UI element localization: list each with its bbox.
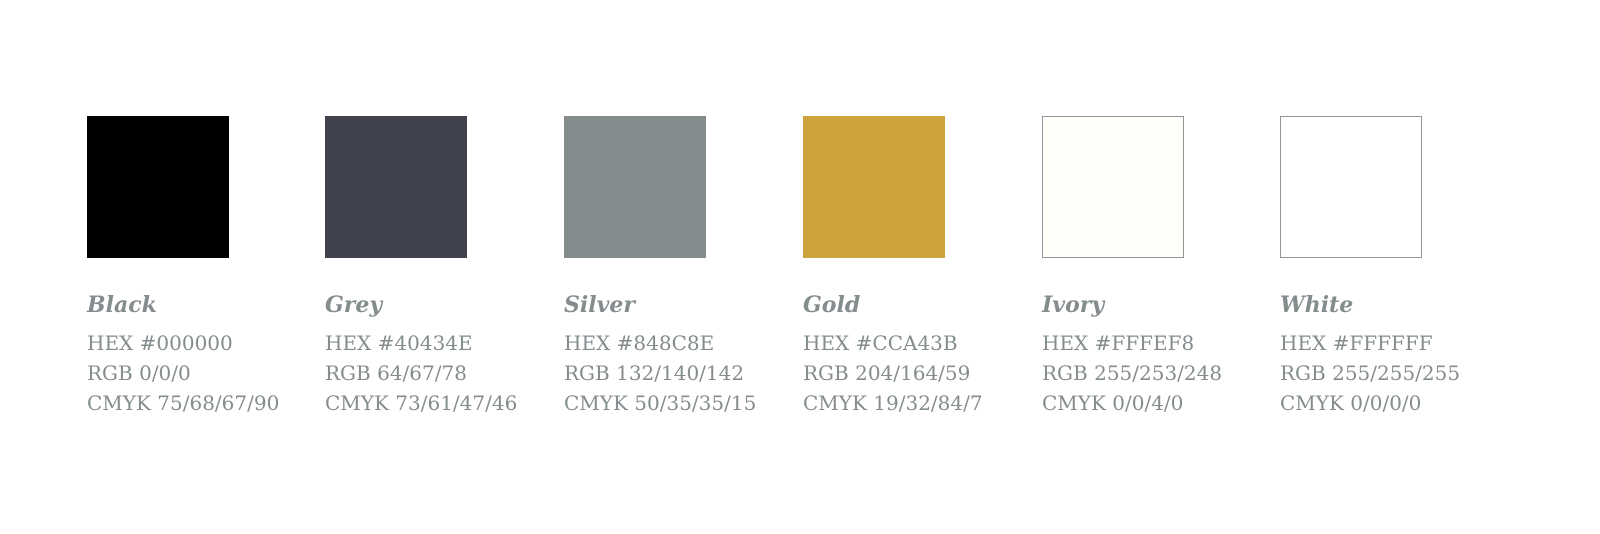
color-rgb-value: RGB 255/253/248 <box>1042 361 1223 385</box>
color-values: HEX #CCA43B RGB 204/164/59 CMYK 19/32/84… <box>803 328 1041 418</box>
color-hex-value: HEX #848C8E <box>564 331 715 355</box>
color-card-black: Black HEX #000000 RGB 0/0/0 CMYK 75/68/6… <box>87 116 325 418</box>
color-hex-value: HEX #CCA43B <box>803 331 958 355</box>
color-name: Silver <box>564 292 635 318</box>
color-values: HEX #FFFFFF RGB 255/255/255 CMYK 0/0/0/0 <box>1280 328 1518 418</box>
color-palette: Black HEX #000000 RGB 0/0/0 CMYK 75/68/6… <box>87 116 1577 436</box>
color-cmyk-value: CMYK 0/0/4/0 <box>1042 391 1184 415</box>
color-cmyk-value: CMYK 19/32/84/7 <box>803 391 983 415</box>
color-hex-value: HEX #FFFFFF <box>1280 331 1433 355</box>
color-card-white: White HEX #FFFFFF RGB 255/255/255 CMYK 0… <box>1280 116 1518 418</box>
color-name: Grey <box>325 292 383 318</box>
color-cmyk-value: CMYK 50/35/35/15 <box>564 391 757 415</box>
color-rgb-value: RGB 204/164/59 <box>803 361 971 385</box>
color-name: Ivory <box>1042 292 1105 318</box>
color-card-grey: Grey HEX #40434E RGB 64/67/78 CMYK 73/61… <box>325 116 563 418</box>
color-hex-value: HEX #FFFEF8 <box>1042 331 1195 355</box>
color-rgb-value: RGB 255/255/255 <box>1280 361 1461 385</box>
color-swatch <box>1280 116 1422 258</box>
color-hex-value: HEX #40434E <box>325 331 473 355</box>
color-cmyk-value: CMYK 73/61/47/46 <box>325 391 518 415</box>
color-values: HEX #848C8E RGB 132/140/142 CMYK 50/35/3… <box>564 328 802 418</box>
color-swatch <box>325 116 467 258</box>
color-values: HEX #000000 RGB 0/0/0 CMYK 75/68/67/90 <box>87 328 325 418</box>
color-rgb-value: RGB 0/0/0 <box>87 361 191 385</box>
color-card-ivory: Ivory HEX #FFFEF8 RGB 255/253/248 CMYK 0… <box>1042 116 1280 418</box>
color-values: HEX #40434E RGB 64/67/78 CMYK 73/61/47/4… <box>325 328 563 418</box>
color-rgb-value: RGB 64/67/78 <box>325 361 467 385</box>
color-rgb-value: RGB 132/140/142 <box>564 361 745 385</box>
color-card-gold: Gold HEX #CCA43B RGB 204/164/59 CMYK 19/… <box>803 116 1041 418</box>
color-swatch <box>87 116 229 258</box>
color-name: White <box>1280 292 1354 318</box>
color-swatch <box>564 116 706 258</box>
color-name: Gold <box>803 292 861 318</box>
color-cmyk-value: CMYK 75/68/67/90 <box>87 391 280 415</box>
color-values: HEX #FFFEF8 RGB 255/253/248 CMYK 0/0/4/0 <box>1042 328 1280 418</box>
color-card-silver: Silver HEX #848C8E RGB 132/140/142 CMYK … <box>564 116 802 418</box>
color-name: Black <box>87 292 157 318</box>
color-cmyk-value: CMYK 0/0/0/0 <box>1280 391 1422 415</box>
color-swatch <box>1042 116 1184 258</box>
color-hex-value: HEX #000000 <box>87 331 233 355</box>
color-swatch <box>803 116 945 258</box>
